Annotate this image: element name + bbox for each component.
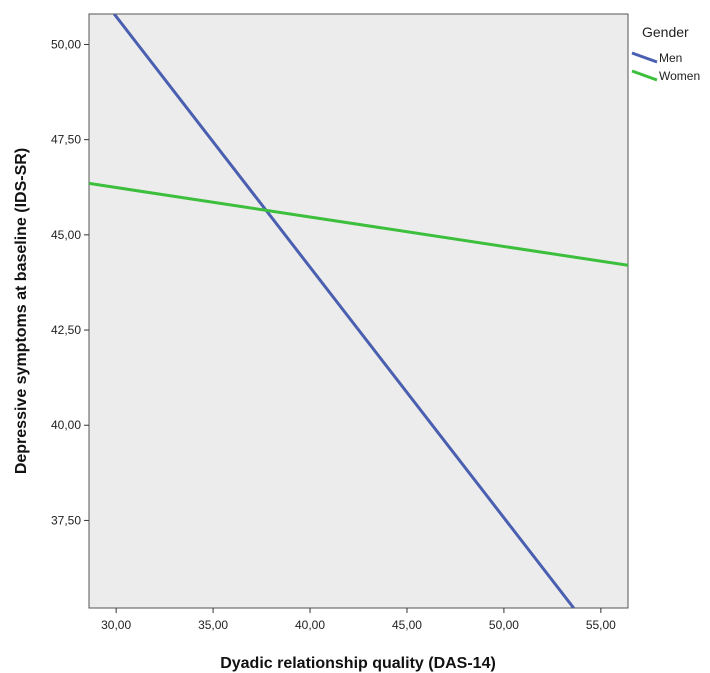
y-tick-label: 37,50 [51, 513, 81, 527]
x-tick-label: 45,00 [392, 618, 422, 632]
legend-title: Gender [642, 24, 689, 40]
x-tick-label: 30,00 [101, 618, 131, 632]
plot-area [88, 13, 629, 609]
x-tick-label: 35,00 [198, 618, 228, 632]
y-tick-label: 40,00 [51, 418, 81, 432]
legend-swatch-men [631, 51, 658, 64]
y-axis-title: Depressive symptoms at baseline (IDS-SR) [13, 148, 30, 474]
legend-label-men: Men [659, 51, 682, 65]
series-line-women [89, 181, 628, 267]
legend-swatch-women [631, 69, 658, 82]
series-line-men [113, 14, 575, 608]
x-tick-label: 40,00 [295, 618, 325, 632]
y-tick-label: 45,00 [51, 228, 81, 242]
legend-label-women: Women [659, 69, 700, 83]
x-axis-title: Dyadic relationship quality (DAS-14) [220, 655, 496, 672]
y-tick-label: 42,50 [51, 323, 81, 337]
x-tick-label: 50,00 [489, 618, 519, 632]
x-tick-label: 55,00 [586, 618, 616, 632]
y-tick-label: 47,50 [51, 133, 81, 147]
y-tick-label: 50,00 [51, 37, 81, 51]
